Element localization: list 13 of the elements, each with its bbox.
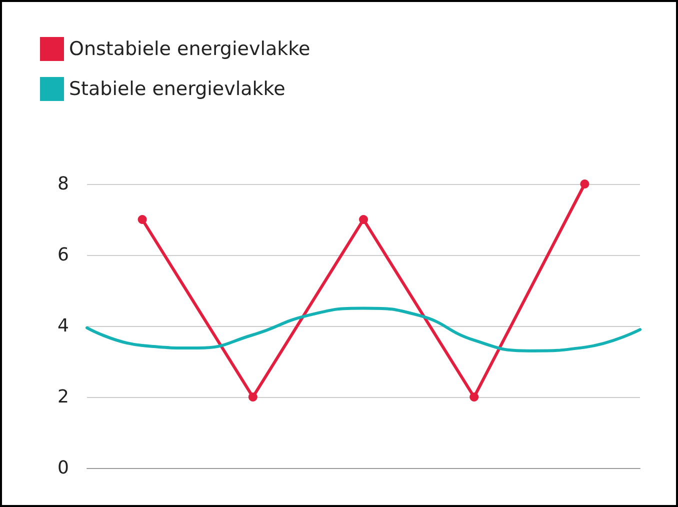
y-tick-label: 2 xyxy=(58,386,69,408)
point xyxy=(248,392,258,402)
point xyxy=(470,392,479,402)
point xyxy=(580,180,590,188)
y-tick-label: 4 xyxy=(58,316,69,336)
y-tick-label: 0 xyxy=(58,458,69,478)
y-tick-label: 6 xyxy=(58,244,69,266)
point xyxy=(138,215,147,224)
legend-label: Onstabiele energievlakke xyxy=(69,38,310,60)
y-tick-label: 8 xyxy=(58,174,69,194)
line-series xyxy=(86,306,642,352)
point xyxy=(359,215,368,224)
legend-label: Stabiele energievlakke xyxy=(69,78,286,100)
